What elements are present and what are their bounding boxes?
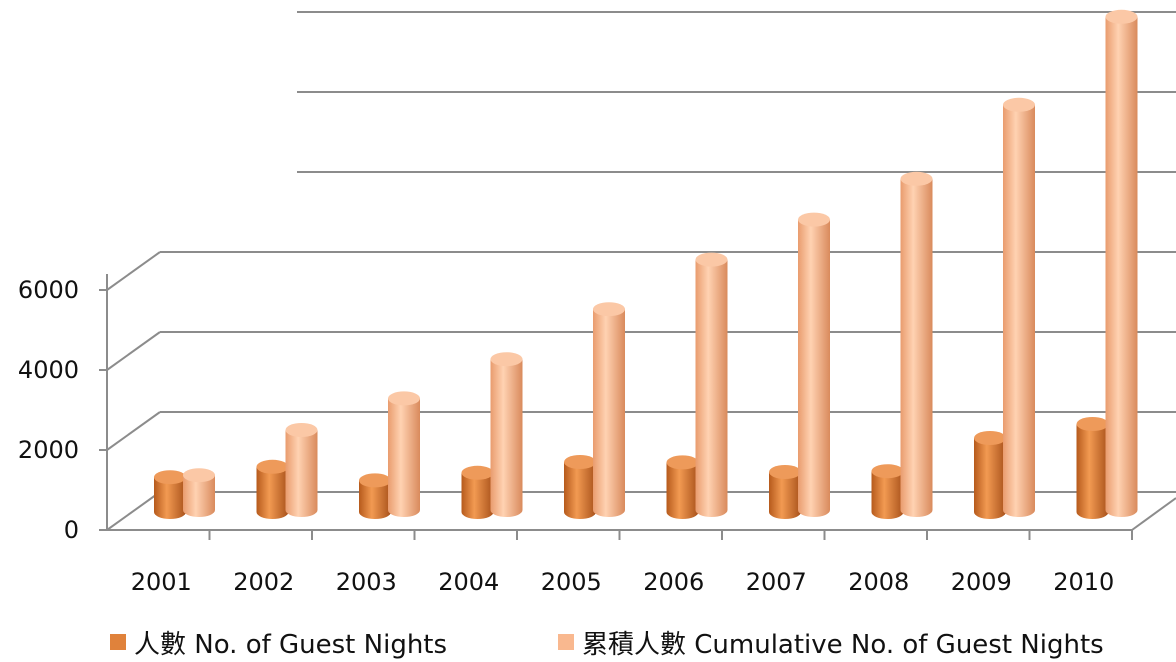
bar-cumulative-body [490,359,523,517]
bar-cumulative-top [695,252,728,267]
bar-cumulative-top [1105,9,1138,24]
legend-label-cumulative: 累積人數 Cumulative No. of Guest Nights [582,629,1104,660]
bar-guest-nights-top [974,431,1006,445]
bar-guest-nights-body [256,466,289,519]
bar-guest-nights-top [871,464,904,479]
x-tick-label: 2003 [336,568,397,596]
bar-cumulative-top [593,302,625,317]
bar-cumulative [388,391,420,517]
bar-cumulative-body [183,475,215,517]
axes [99,274,1133,540]
bar-guest-nights [974,431,1006,519]
bar-guest-nights [256,459,289,519]
legend-swatch-guest-nights [110,634,126,650]
bar-guest-nights-top [1076,417,1109,431]
bar-cumulative [183,468,215,517]
bar-cumulative [1105,9,1138,518]
x-tick-label: 2010 [1053,568,1114,596]
bar-cumulative-top [798,212,830,227]
bar-cumulative [285,423,318,517]
bar-cumulative [490,352,523,517]
bar-guest-nights-top [769,465,801,479]
y-tick-label: 2000 [18,436,79,464]
gridline-diagonal [106,331,161,371]
x-tick-label: 2009 [951,568,1012,596]
bar-guest-nights-body [154,477,186,519]
bar-guest-nights [359,473,391,519]
legend-item-guest-nights: 人數 No. of Guest Nights [110,622,447,662]
bar-guest-nights [564,455,596,519]
bar-guest-nights [666,455,699,519]
x-tick-label: 2005 [541,568,602,596]
bar-cumulative-top [285,423,318,437]
bar-cumulative-body [1003,104,1035,518]
bar-guest-nights [1076,417,1109,519]
bar-guest-nights-body [564,462,596,519]
bar-cumulative [900,171,933,518]
bar-cumulative-top [490,352,523,367]
floor-right-edge [1131,497,1176,531]
x-tick-label: 2004 [438,568,499,596]
bar-cumulative [1003,97,1035,518]
bar-cumulative-body [285,430,318,517]
bar-cumulative-body [593,309,625,517]
bar-cumulative [593,302,625,517]
bar-cumulative-body [798,219,830,517]
bar-guest-nights-top [666,455,699,470]
bar-guest-nights-top [256,459,289,474]
y-tick-label: 0 [64,516,79,544]
bar-cumulative-body [1105,16,1138,518]
x-tick-label: 2008 [848,568,909,596]
bar-guest-nights-body [769,472,801,519]
bar-cumulative [695,252,728,517]
bar-cumulative-body [695,259,728,517]
bar-guest-nights [461,465,494,519]
legend-swatch-cumulative [558,634,574,650]
bar-guest-nights-body [871,471,904,519]
x-tick-label: 2002 [233,568,294,596]
bar-guest-nights [871,464,904,519]
x-tick-label: 2001 [131,568,192,596]
bar-guest-nights [154,470,186,519]
bar-cumulative-top [388,391,420,406]
bar-guest-nights [769,465,801,519]
bar-cumulative-body [388,398,420,517]
gridline-diagonal [106,411,161,451]
bar-cumulative-body [900,178,933,518]
x-tick-label: 2006 [643,568,704,596]
bar-guest-nights-body [461,472,494,519]
bar-guest-nights-top [154,470,186,485]
gridline-diagonal [106,251,161,291]
bar-guest-nights-body [1076,424,1109,519]
y-tick-label: 4000 [18,356,79,384]
tick-labels: 0 2000 4000 6000 2001 2002 2003 2004 2005 2006 200… [18,276,1114,596]
bar-guest-nights-body [974,438,1006,519]
bar-guest-nights-body [359,480,391,519]
bar-cumulative-top [183,468,215,483]
bar-guest-nights-top [461,465,494,480]
legend-item-cumulative: 累積人數 Cumulative No. of Guest Nights [558,622,1104,662]
x-tick-label: 2007 [746,568,807,596]
floor-left-edge [106,491,161,531]
bar-guest-nights-body [666,462,699,519]
bars [154,9,1138,519]
bar-guest-nights-top [564,455,596,469]
bar-cumulative-top [900,171,933,186]
bar-guest-nights-top [359,473,391,488]
legend-label-guest-nights: 人數 No. of Guest Nights [134,629,448,660]
bar-cumulative [798,212,830,517]
bar-cumulative-top [1003,97,1035,112]
y-tick-label: 6000 [18,276,79,304]
